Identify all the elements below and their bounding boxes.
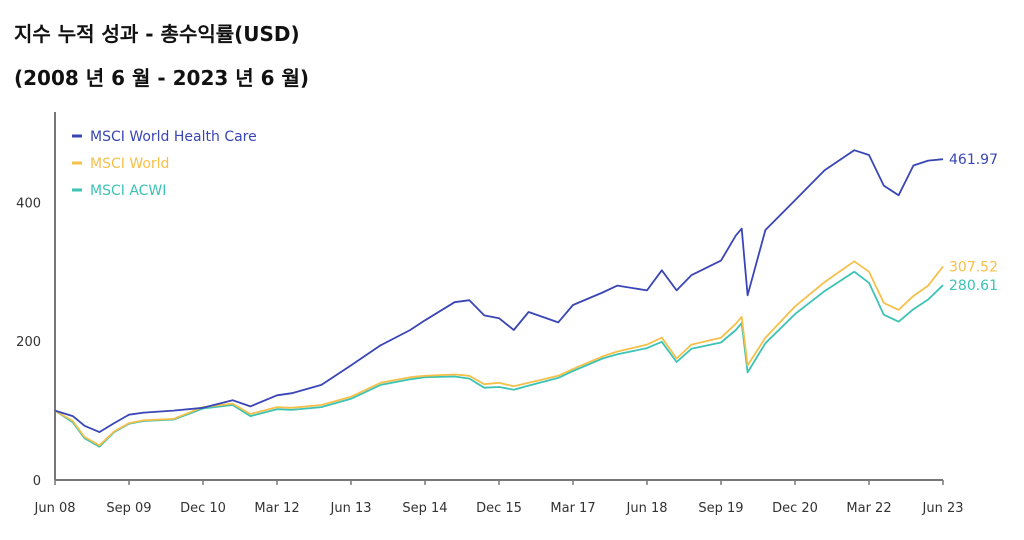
x-tick-label: Jun 18 <box>626 501 668 516</box>
x-tick-label: Sep 19 <box>698 501 743 516</box>
chart-title: 지수 누적 성과 - 총수익률(USD) <box>14 22 300 46</box>
x-tick-label: Mar 22 <box>846 501 891 516</box>
chart-subtitle: (2008 년 6 월 - 2023 년 6 월) <box>14 66 310 90</box>
x-tick-label: Mar 17 <box>550 501 595 516</box>
x-tick-label: Dec 20 <box>772 501 818 516</box>
x-tick-label: Sep 14 <box>402 501 447 516</box>
x-tick-label: Mar 12 <box>254 501 299 516</box>
x-tick-label: Jun 23 <box>922 501 964 516</box>
x-tick-label: Dec 10 <box>180 501 226 516</box>
end-value-label: 280.61 <box>949 278 998 294</box>
series-line-msci-world <box>54 260 944 447</box>
legend-label: MSCI World Health Care <box>90 129 257 145</box>
end-value-label: 461.97 <box>949 152 998 168</box>
y-tick-label: 200 <box>16 335 41 350</box>
x-tick-label: Jun 08 <box>34 501 76 516</box>
legend-label: MSCI World <box>90 156 169 172</box>
y-tick-label: 400 <box>16 196 41 211</box>
y-tick-label: 0 <box>33 474 41 489</box>
x-tick-label: Sep 09 <box>106 501 151 516</box>
legend-label: MSCI ACWI <box>90 183 166 199</box>
end-value-label: 307.52 <box>949 259 998 275</box>
x-tick-label: Jun 13 <box>330 501 372 516</box>
x-tick-label: Dec 15 <box>476 501 522 516</box>
series-line-msci-world-health-care <box>54 149 944 433</box>
series-line-msci-acwi <box>54 270 944 448</box>
